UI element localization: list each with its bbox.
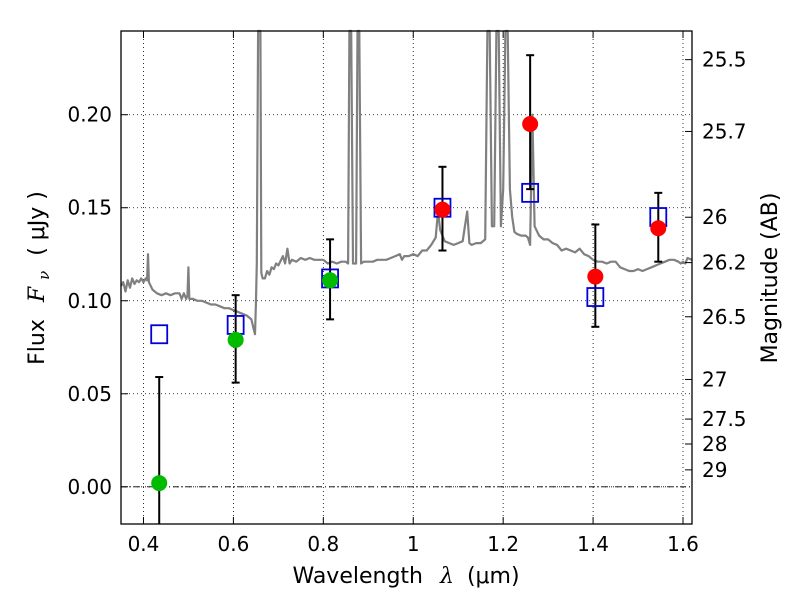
x-axis-title-prefix: Wavelength (292, 564, 423, 589)
model-spectrum (120, 29, 693, 336)
x-tick-label: 0.4 (128, 532, 160, 556)
model-box (586, 287, 605, 307)
magnitude-tick-label: 25.7 (702, 119, 747, 143)
magnitude-tick-label: 27.5 (702, 407, 747, 431)
magnitude-tick-label: 25.5 (702, 48, 747, 72)
x-tick-label: 1.2 (487, 532, 519, 556)
magnitude-tick-label: 27 (702, 367, 727, 391)
magnitude-tick-label: 28 (702, 432, 727, 456)
x-tick-label: 0.8 (307, 532, 339, 556)
magnitude-axis-title: Magnitude (AB) (758, 193, 783, 364)
y-axis-title-symbol: F (25, 286, 50, 303)
spectrum-line (120, 29, 693, 336)
error-bars (155, 54, 663, 524)
data-point-green (227, 331, 244, 348)
data-point-red (434, 201, 451, 218)
grid-lines (121, 31, 692, 524)
plot-frame (120, 30, 693, 525)
x-axis-ticks: 0.4 0.6 0.8 1 1.2 1.4 1.6 (128, 31, 699, 556)
model-box (150, 324, 169, 345)
model-box (521, 182, 540, 203)
y-tick-label: 0.20 (67, 103, 112, 127)
data-point-red (587, 268, 604, 285)
y-tick-label: 0.15 (67, 196, 112, 220)
magnitude-tick-label: 26.2 (702, 251, 747, 275)
x-tick-label: 1.6 (667, 532, 699, 556)
data-point-red (522, 116, 539, 133)
y-tick-label: 0.05 (67, 382, 112, 406)
x-axis-title: Wavelength λ (μm) (292, 564, 519, 589)
data-point-green (322, 272, 339, 289)
y-tick-label: 0.10 (67, 289, 112, 313)
x-axis-title-lambda: λ (439, 564, 454, 589)
x-tick-label: 1.4 (577, 532, 609, 556)
y-axis-title-unit: ( μJy ) (25, 191, 50, 256)
magnitude-tick-label: 26.5 (702, 305, 747, 329)
x-tick-label: 0.6 (217, 532, 249, 556)
magnitude-tick-label: 26 (702, 205, 727, 229)
observed-points (151, 116, 667, 492)
y-axis-ticks: 0.00 0.05 0.10 0.15 0.20 (67, 103, 128, 499)
x-tick-label: 1 (407, 532, 420, 556)
y-tick-label: 0.00 (67, 475, 112, 499)
magnitude-tick-label: 29 (702, 458, 727, 482)
x-axis-title-unit: (μm) (467, 564, 520, 589)
y-axis-title: Flux F ν ( μJy ) (25, 191, 55, 365)
data-point-red (650, 220, 667, 237)
data-point-green (151, 475, 168, 492)
y-axis-title-prefix: Flux (25, 319, 50, 365)
y-axis-title-subscript: ν (35, 271, 53, 280)
